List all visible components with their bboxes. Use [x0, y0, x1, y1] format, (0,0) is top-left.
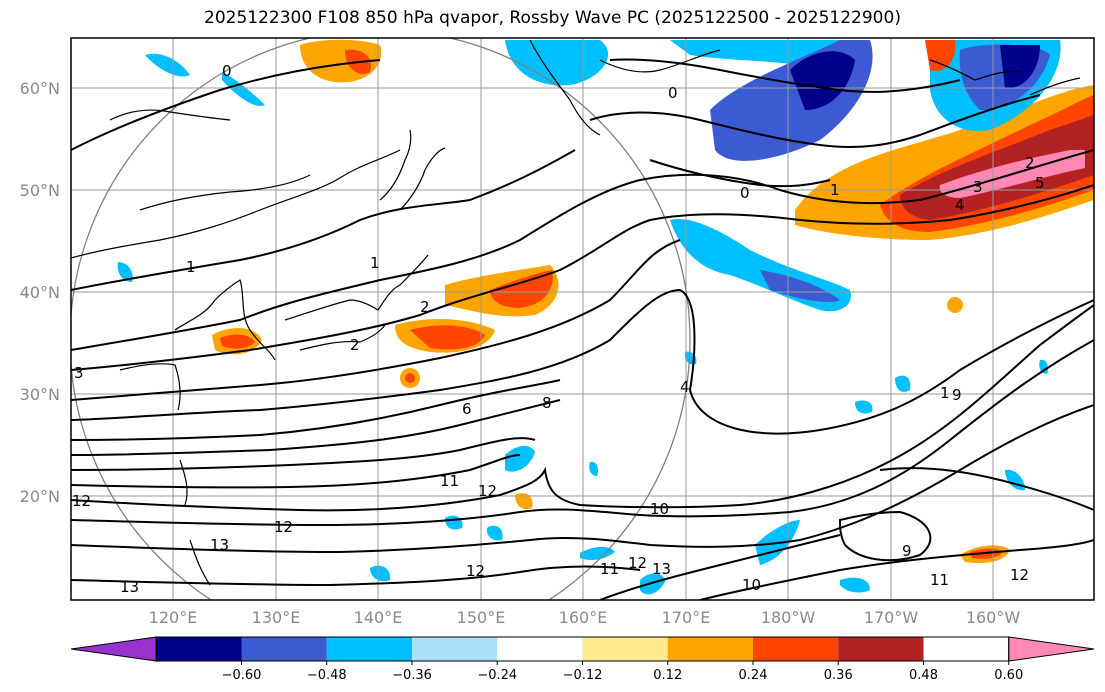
colorbar-tick-label: −0.36 [392, 668, 432, 683]
contour-label: 11 [440, 472, 459, 490]
colorbar-segment [838, 637, 924, 661]
contour-label: 1 [186, 258, 196, 276]
colorbar-segment [412, 637, 498, 661]
colorbar-segment [753, 637, 839, 661]
contour-label: 13 [210, 536, 229, 554]
lon-label: 140°E [354, 608, 403, 627]
colorbar-tick-label: 0.24 [739, 668, 768, 683]
colorbar-tick-label: 0.48 [909, 668, 938, 683]
contour-label: 13 [652, 560, 671, 578]
contour-label: 0 [668, 84, 678, 102]
colorbar-segment [326, 637, 412, 661]
colorbar-segment [241, 637, 327, 661]
colorbar-tick-label: −0.48 [307, 668, 347, 683]
contour-label: 9 [902, 542, 912, 560]
contour-label: 12 [628, 554, 647, 572]
lon-label: 160°W [966, 608, 1021, 627]
colorbar-segment [497, 637, 583, 661]
grid-lines [71, 38, 1094, 600]
contour-label: 12 [478, 482, 497, 500]
colorbar-segment [156, 637, 242, 661]
contour-label: 1 [830, 181, 840, 199]
contour-label: 6 [462, 400, 472, 418]
contour-label: 1 [940, 384, 950, 402]
lat-label: 40°N [20, 283, 60, 302]
contour-label: 5 [1035, 174, 1045, 192]
contour-label: 8 [542, 394, 552, 412]
contour-label: 10 [650, 500, 669, 518]
contour-label: 9 [952, 386, 962, 404]
contour-label: 0 [222, 62, 232, 80]
contour-label: 12 [466, 562, 485, 580]
colorbar-segment [582, 637, 668, 661]
contour-label: 1 [370, 254, 380, 272]
lon-label: 170°E [662, 608, 711, 627]
colorbar-segments [70, 636, 1095, 662]
contour-label: 3 [973, 178, 983, 196]
lon-label: 180°W [761, 608, 816, 627]
lon-label: 150°E [457, 608, 506, 627]
contour-label: 11 [930, 571, 949, 589]
colorbar-tick-label: 0.12 [653, 668, 682, 683]
great-circle [71, 38, 691, 600]
contour-label: 4 [680, 378, 690, 396]
longitude-labels: 120°E 130°E 140°E 150°E 160°E 170°E 180°… [149, 608, 1021, 627]
contour-label: 0 [740, 184, 750, 202]
contour-label: 10 [742, 576, 761, 594]
contour-lines [71, 58, 1094, 600]
colorbar-ticks: −0.60 −0.48 −0.36 −0.24 −0.12 0.12 0.24 0.36 0.4… [222, 661, 1023, 683]
lon-label: 170°W [864, 608, 919, 627]
contour-label-group: 0 0 0 1 1 1 2 2 2 3 4 5 3 6 8 4 1 9 11 1… [72, 62, 1045, 596]
contour-label: 2 [420, 298, 430, 316]
lat-label: 50°N [20, 181, 60, 200]
colorbar-segment [667, 637, 753, 661]
colorbar-extend-high [1008, 636, 1095, 662]
contour-label: 12 [72, 492, 91, 510]
lon-label: 130°E [252, 608, 301, 627]
latitude-labels: 60°N 50°N 40°N 30°N 20°N [20, 79, 60, 506]
colorbar-tick-label: −0.24 [477, 668, 517, 683]
lat-label: 60°N [20, 79, 60, 98]
colorbar-tick-label: 0.60 [994, 668, 1023, 683]
contour-label: 13 [120, 578, 139, 596]
colorbar-tick-label: −0.12 [563, 668, 603, 683]
contour-label: 2 [350, 336, 360, 354]
coastlines [71, 39, 1081, 586]
lat-label: 30°N [20, 385, 60, 404]
lon-label: 160°E [559, 608, 608, 627]
contour-label: 11 [600, 560, 619, 578]
colorbar-extend-low [70, 636, 157, 662]
colorbar-tick-label: 0.36 [824, 668, 853, 683]
contour-label: 12 [1010, 566, 1029, 584]
map-frame [70, 37, 1095, 601]
colorbar-tick-label: −0.60 [222, 668, 262, 683]
contour-label: 4 [955, 196, 965, 214]
map-title: 2025122300 F108 850 hPa qvapor, Rossby W… [204, 8, 901, 28]
contour-label: 2 [1025, 154, 1035, 172]
lat-label: 20°N [20, 487, 60, 506]
colorbar: −0.60 −0.48 −0.36 −0.24 −0.12 0.12 0.24 0.36 0.4… [70, 636, 1095, 683]
contour-label: 12 [274, 518, 293, 536]
contour-label: 3 [74, 364, 84, 382]
shaded-anomalies [117, 39, 1094, 595]
lon-label: 120°E [149, 608, 198, 627]
